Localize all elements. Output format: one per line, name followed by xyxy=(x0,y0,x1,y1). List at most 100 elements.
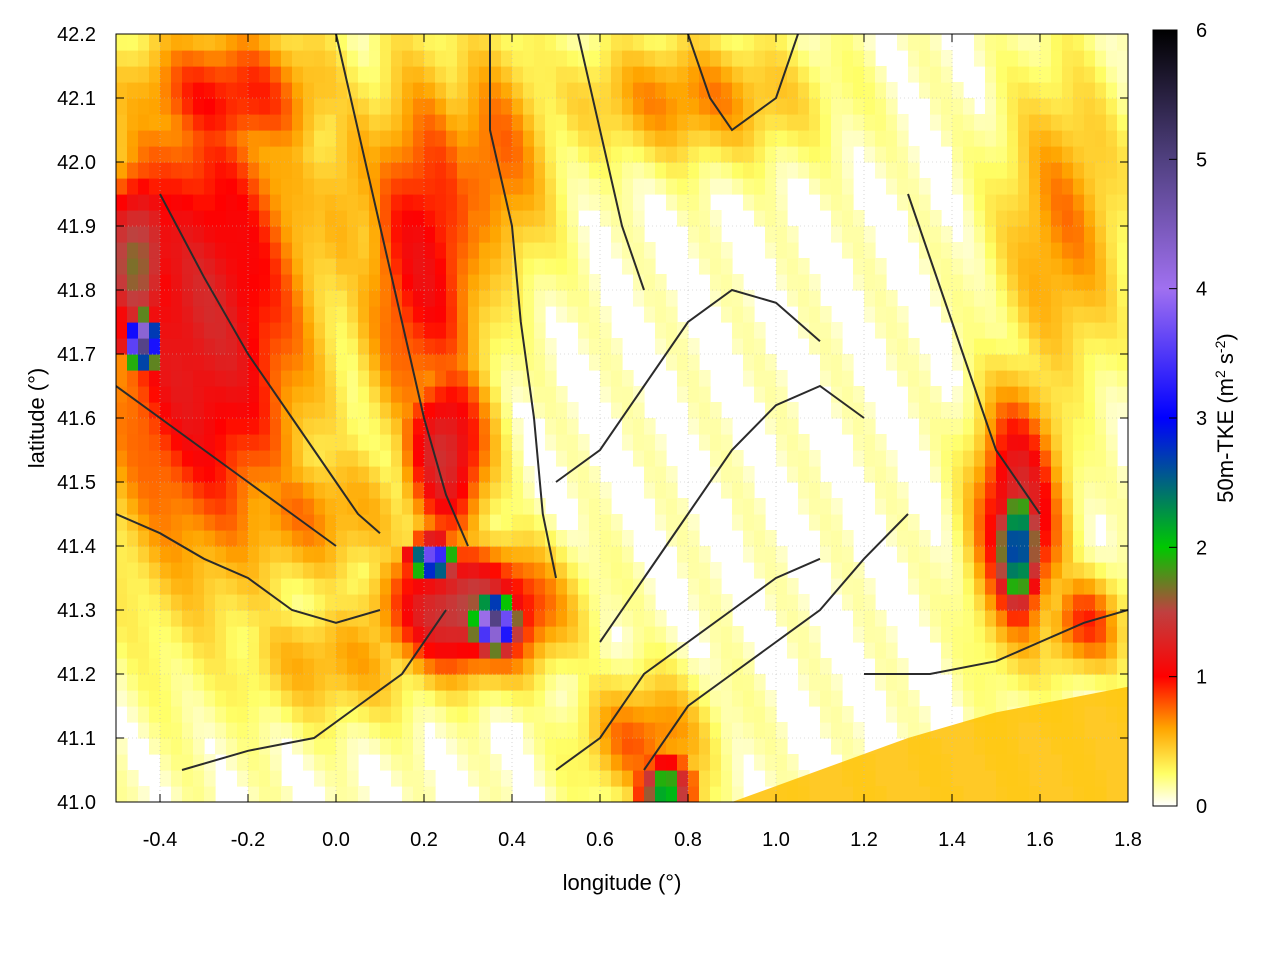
heatmap-cell xyxy=(171,34,183,51)
heatmap-cell xyxy=(1084,386,1096,403)
heatmap-cell xyxy=(567,450,579,467)
heatmap-cell xyxy=(677,786,689,802)
heatmap-cell xyxy=(281,354,293,371)
heatmap-cell xyxy=(600,498,612,515)
heatmap-cell xyxy=(1106,242,1118,259)
heatmap-cell xyxy=(1040,498,1052,515)
heatmap-cell xyxy=(380,722,392,739)
heatmap-cell xyxy=(182,146,194,163)
heatmap-cell xyxy=(512,162,524,179)
heatmap-cell xyxy=(897,498,909,515)
heatmap-cell xyxy=(578,306,590,323)
heatmap-cell xyxy=(534,306,546,323)
heatmap-cell xyxy=(677,98,689,115)
heatmap-cell xyxy=(1018,578,1030,595)
heatmap-cell xyxy=(1051,562,1063,579)
heatmap-cell xyxy=(347,274,359,291)
heatmap-cell xyxy=(479,178,491,195)
heatmap-cell xyxy=(688,130,700,147)
heatmap-cell xyxy=(402,66,414,83)
heatmap-cell xyxy=(952,690,964,707)
heatmap-cell xyxy=(622,722,634,739)
heatmap-cell xyxy=(820,674,832,691)
heatmap-cell xyxy=(1029,418,1041,435)
heatmap-cell xyxy=(259,354,271,371)
heatmap-cell xyxy=(622,130,634,147)
heatmap-cell xyxy=(237,194,249,211)
heatmap-cell xyxy=(523,226,535,243)
heatmap-cell xyxy=(655,274,667,291)
heatmap-cell xyxy=(1073,578,1085,595)
heatmap-cell xyxy=(336,82,348,99)
y-tick-label: 42.1 xyxy=(57,88,96,110)
heatmap-cell xyxy=(1095,386,1107,403)
heatmap-cell xyxy=(655,306,667,323)
heatmap-cell xyxy=(776,434,788,451)
heatmap-cell xyxy=(798,642,810,659)
heatmap-cell xyxy=(589,50,601,67)
heatmap-cell xyxy=(435,146,447,163)
heatmap-cell xyxy=(732,162,744,179)
heatmap-cell xyxy=(765,98,777,115)
heatmap-cell xyxy=(886,82,898,99)
heatmap-cell xyxy=(1018,210,1030,227)
heatmap-cell xyxy=(435,242,447,259)
heatmap-cell xyxy=(171,66,183,83)
heatmap-cell xyxy=(457,274,469,291)
heatmap-cell xyxy=(842,354,854,371)
heatmap-cell xyxy=(611,658,623,675)
heatmap-cell xyxy=(567,306,579,323)
heatmap-cell xyxy=(391,738,403,755)
heatmap-cell xyxy=(248,642,260,659)
heatmap-cell xyxy=(292,34,304,51)
heatmap-cell xyxy=(347,578,359,595)
heatmap-cell xyxy=(116,594,128,611)
heatmap-cell xyxy=(160,770,172,787)
heatmap-cell xyxy=(1084,338,1096,355)
heatmap-cell xyxy=(1029,258,1041,275)
heatmap-cell xyxy=(523,146,535,163)
heatmap-cell xyxy=(963,610,975,627)
heatmap-cell xyxy=(193,690,205,707)
heatmap-cell xyxy=(666,290,678,307)
heatmap-cell xyxy=(468,322,480,339)
heatmap-cell xyxy=(1007,194,1019,211)
heatmap-cell xyxy=(886,674,898,691)
heatmap-cell xyxy=(897,178,909,195)
heatmap-cell xyxy=(1062,114,1074,131)
heatmap-cell xyxy=(688,722,700,739)
heatmap-cell xyxy=(303,130,315,147)
heatmap-cell xyxy=(864,98,876,115)
heatmap-cell xyxy=(501,66,513,83)
heatmap-cell xyxy=(930,546,942,563)
heatmap-cell xyxy=(1051,514,1063,531)
heatmap-cell xyxy=(864,642,876,659)
heatmap-cell xyxy=(204,370,216,387)
heatmap-cell xyxy=(457,578,469,595)
heatmap-cell xyxy=(160,658,172,675)
heatmap-cell xyxy=(1084,130,1096,147)
heatmap-cell xyxy=(270,770,282,787)
heatmap-cell xyxy=(281,626,293,643)
heatmap-cell xyxy=(413,450,425,467)
heatmap-cell xyxy=(193,98,205,115)
heatmap-cell xyxy=(435,370,447,387)
heatmap-cell xyxy=(347,178,359,195)
heatmap-cell xyxy=(666,130,678,147)
heatmap-cell xyxy=(182,418,194,435)
heatmap-cell xyxy=(127,402,139,419)
heatmap-cell xyxy=(446,114,458,131)
heatmap-cell xyxy=(270,674,282,691)
heatmap-cell xyxy=(215,498,227,515)
heatmap-cell xyxy=(281,146,293,163)
heatmap-cell xyxy=(1095,658,1107,675)
heatmap-cell xyxy=(215,482,227,499)
heatmap-cell xyxy=(149,306,161,323)
heatmap-cell xyxy=(292,466,304,483)
heatmap-cell xyxy=(127,594,139,611)
heatmap-cell xyxy=(512,98,524,115)
heatmap-cell xyxy=(501,178,513,195)
heatmap-cell xyxy=(402,370,414,387)
heatmap-cell xyxy=(380,706,392,723)
heatmap-cell xyxy=(699,562,711,579)
